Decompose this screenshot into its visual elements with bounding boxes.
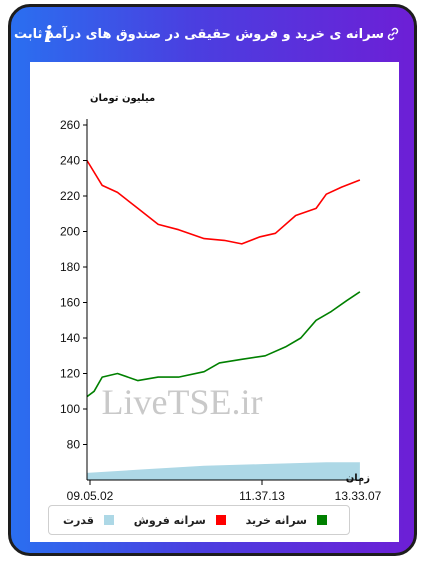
watermark: LiveTSE.ir — [102, 382, 263, 422]
line-chart: میلیون تومان LiveTSE.ir 80 100 120 140 160 18… — [60, 93, 382, 503]
legend-item-buy-per-capita[interactable]: سرانه خرید — [246, 514, 327, 527]
y-tick-label: 260 — [60, 118, 80, 132]
chart-title: سرانه ی خرید و فروش حقیقی در صندوق های د… — [14, 27, 384, 42]
legend-swatch — [317, 515, 327, 525]
y-tick-label: 100 — [60, 402, 80, 416]
legend-item-sell-per-capita[interactable]: سرانه فروش — [134, 514, 226, 527]
chart-legend: سرانه خرید سرانه فروش قدرت — [48, 505, 350, 535]
legend-label: سرانه فروش — [133, 513, 206, 527]
sell-per-capita-line — [86, 160, 361, 245]
y-tick-label: 240 — [60, 154, 80, 168]
y-tick-label: 220 — [60, 189, 80, 203]
y-tick-label: 80 — [67, 438, 81, 452]
legend-swatch — [215, 515, 226, 525]
chart-panel: میلیون تومان LiveTSE.ir 80 100 120 140 160 18… — [30, 62, 399, 542]
x-axis-title: زمان — [346, 473, 370, 484]
header-bar: i سرانه ی خرید و فروش حقیقی در صندوق های… — [11, 7, 414, 63]
y-tick-label: 160 — [60, 296, 80, 310]
y-tick-label: 120 — [60, 367, 80, 381]
x-tick-label: 09.05.02 — [67, 489, 114, 503]
link-icon[interactable] — [386, 27, 400, 41]
legend-label: سرانه خرید — [245, 513, 307, 527]
chart-card: i سرانه ی خرید و فروش حقیقی در صندوق های… — [8, 4, 417, 556]
legend-swatch — [103, 515, 114, 525]
x-tick-label: 13.33.07 — [335, 489, 382, 503]
power-area — [86, 462, 360, 480]
info-icon[interactable]: i — [44, 22, 53, 48]
y-axis-title: میلیون تومان — [90, 93, 155, 104]
y-tick-label: 140 — [60, 331, 80, 345]
legend-label: قدرت — [63, 513, 94, 527]
buy-per-capita-line — [86, 291, 361, 398]
y-tick-label: 180 — [60, 260, 80, 274]
legend-item-power[interactable]: قدرت — [63, 514, 114, 527]
y-tick-label: 200 — [60, 225, 80, 239]
x-tick-label: 11.37.13 — [239, 489, 285, 503]
